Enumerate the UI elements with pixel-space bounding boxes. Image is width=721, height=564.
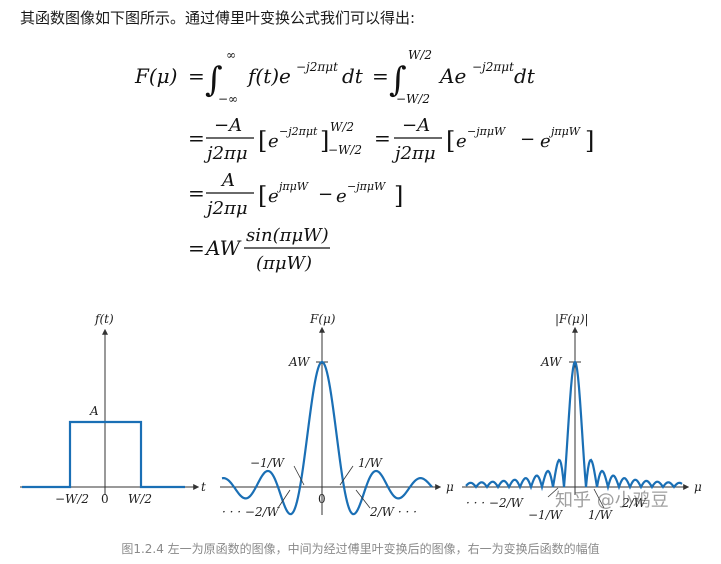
lower-limit-neginf: −∞: [218, 92, 238, 106]
bracket-e-1: e: [268, 131, 279, 152]
bracket-close-3: ]: [394, 182, 403, 210]
frac2-num: −A: [402, 115, 430, 136]
right-neg1w: −1/W: [528, 508, 564, 522]
figure-caption: 图1.2.4 左一为原函数的图像，中间为经过傅里叶变换后的图像，右一为变换后函数…: [121, 542, 600, 556]
lhs-F-mu: F(μ): [134, 64, 177, 88]
dt-1: dt: [342, 64, 364, 88]
eval-upper: W/2: [330, 120, 354, 134]
sinc-den: (πμW): [256, 253, 312, 274]
middle-pos1w: 1/W: [358, 456, 384, 470]
left-y-label: f(t): [94, 312, 114, 326]
bracket-close-2: ]: [585, 127, 594, 155]
upper-limit-w2: W/2: [408, 48, 432, 62]
bracket-exp-2b: jπμW: [548, 125, 582, 138]
left-amp-A: A: [89, 404, 99, 418]
exponent-2: −j2πμt: [472, 60, 514, 74]
left-panel-rect-pulse: f(t) t A −W/2 0 W/2: [20, 312, 206, 506]
left-tick-w2: W/2: [128, 492, 152, 506]
middle-y-label: F(μ): [309, 312, 336, 326]
zhihu-watermark: 知乎 @小鸡豆: [555, 490, 669, 511]
bracket-exp-3a: jπμW: [276, 180, 310, 193]
bracket-open-1: [: [258, 127, 267, 155]
right-x-label: μ: [694, 480, 702, 494]
eval-lower: −W/2: [328, 143, 362, 157]
integrand-Ae: Ae: [438, 64, 466, 88]
frac1-num: −A: [214, 115, 242, 136]
figure-panels: f(t) t A −W/2 0 W/2 F(μ) μ AW −1/W 1/W ·…: [20, 312, 702, 522]
integral-sign-2: ∫: [389, 60, 407, 100]
equals-4: =: [374, 126, 391, 150]
frac1-den: j2πμ: [203, 143, 248, 164]
minus-2: −: [318, 184, 333, 205]
frac2-den: j2πμ: [391, 143, 436, 164]
frac3-den: j2πμ: [203, 198, 248, 219]
left-tick-negw2: −W/2: [55, 492, 89, 506]
upper-limit-inf: ∞: [226, 48, 236, 62]
fourier-derivation: F(μ) = ∫ ∞ −∞ f(t)e −j2πμt dt = ∫ W/2 −W…: [134, 48, 594, 274]
equals-5: =: [188, 181, 205, 205]
equals-6: =: [188, 236, 205, 260]
middle-pos2w: 2/W · · ·: [369, 505, 417, 519]
bracket-e-3b: e: [336, 186, 347, 207]
left-x-label: t: [201, 480, 206, 494]
right-y-label: |F(μ)|: [555, 312, 589, 326]
bracket-e-2a: e: [456, 131, 467, 152]
integral-sign-1: ∫: [205, 60, 223, 100]
exponent-1: −j2πμt: [296, 60, 338, 74]
bracket-exp-2a: −jπμW: [467, 125, 507, 138]
equals-2: =: [372, 64, 389, 88]
middle-x-label: μ: [446, 480, 454, 494]
frac3-num: A: [220, 170, 235, 191]
intro-text: 其函数图像如下图所示。通过傅里叶变换公式我们可以得出:: [20, 9, 416, 27]
sinc-curve: [221, 360, 433, 516]
lower-limit-negw2: −W/2: [396, 92, 430, 106]
middle-panel-sinc: F(μ) μ AW −1/W 1/W · · · −2/W 2/W · · · …: [220, 312, 454, 519]
right-AW: AW: [540, 355, 563, 369]
right-pos1w: 1/W: [588, 508, 614, 522]
bracket-exp-1: −j2πμt: [279, 125, 318, 138]
bracket-e-3a: e: [268, 186, 279, 207]
rect-pulse-curve: [22, 420, 185, 489]
AW-factor: AW: [204, 236, 242, 260]
minus-1: −: [520, 129, 535, 150]
dt-2: dt: [514, 64, 536, 88]
middle-zero: 0: [318, 492, 326, 506]
bracket-close-1: ]: [320, 127, 329, 155]
sinc-num: sin(πμW): [246, 225, 329, 246]
right-panel-abs-sinc: |F(μ)| μ AW · · · −2/W −1/W 1/W 2/W: [462, 312, 702, 522]
bracket-exp-3b: −jπμW: [347, 180, 387, 193]
abs-sinc-curve: [465, 359, 683, 492]
left-tick-0: 0: [101, 492, 109, 506]
bracket-e-2b: e: [540, 131, 551, 152]
bracket-open-3: [: [258, 182, 267, 210]
right-neg2w: · · · −2/W: [466, 496, 525, 510]
middle-neg2w: · · · −2/W: [222, 505, 281, 519]
bracket-open-2: [: [446, 127, 455, 155]
right-pos2w: 2/W: [621, 496, 648, 510]
integrand-ft-e: f(t)e: [246, 64, 291, 88]
middle-AW: AW: [288, 355, 311, 369]
middle-neg1w: −1/W: [250, 456, 286, 470]
equals-1: =: [188, 64, 205, 88]
equals-3: =: [188, 126, 205, 150]
